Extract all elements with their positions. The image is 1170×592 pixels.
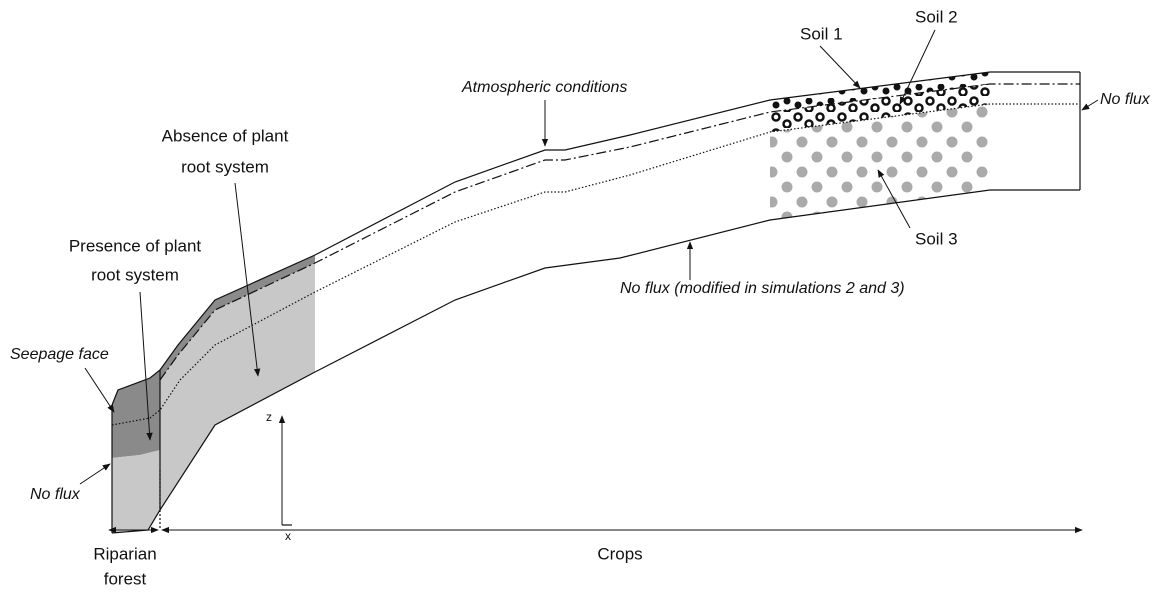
bottom-boundary — [111, 189, 1080, 534]
label: Presence of plant — [69, 236, 202, 255]
arrow — [139, 291, 153, 441]
riparian-lower — [112, 450, 160, 533]
label: root system — [91, 265, 179, 284]
domain — [111, 71, 1081, 534]
top-boundary — [111, 71, 1080, 406]
label: root system — [181, 157, 269, 176]
crops-root-zone — [148, 255, 315, 530]
soil-3 — [770, 104, 990, 220]
label: Seepage face — [10, 346, 109, 363]
label: No flux — [30, 486, 81, 503]
label: Crops — [597, 544, 642, 563]
soil-1 — [770, 72, 990, 112]
arrows — [79, 29, 1099, 534]
root-strip — [160, 255, 315, 380]
arrow — [877, 169, 911, 229]
label: forest — [104, 569, 147, 588]
label: No flux (modified in simulations 2 and 3… — [620, 280, 905, 297]
label: Absence of plant — [162, 126, 289, 145]
arrow — [234, 182, 261, 377]
label: No flux — [1100, 91, 1151, 108]
label: Soil 1 — [800, 24, 843, 43]
arrow — [1081, 99, 1099, 111]
water-table — [111, 103, 1080, 426]
soil-2 — [770, 84, 990, 132]
label: z — [266, 410, 272, 424]
label: Riparian — [93, 544, 156, 563]
arrow — [899, 29, 936, 105]
label: Atmospheric conditions — [461, 79, 627, 96]
arrow — [79, 463, 111, 485]
arrow — [84, 367, 115, 413]
label: Soil 3 — [915, 229, 958, 248]
label: Soil 2 — [915, 7, 958, 26]
label: x — [285, 529, 291, 543]
layer-line — [159, 83, 1080, 381]
axes-icon — [278, 415, 292, 526]
arrow — [819, 45, 861, 89]
